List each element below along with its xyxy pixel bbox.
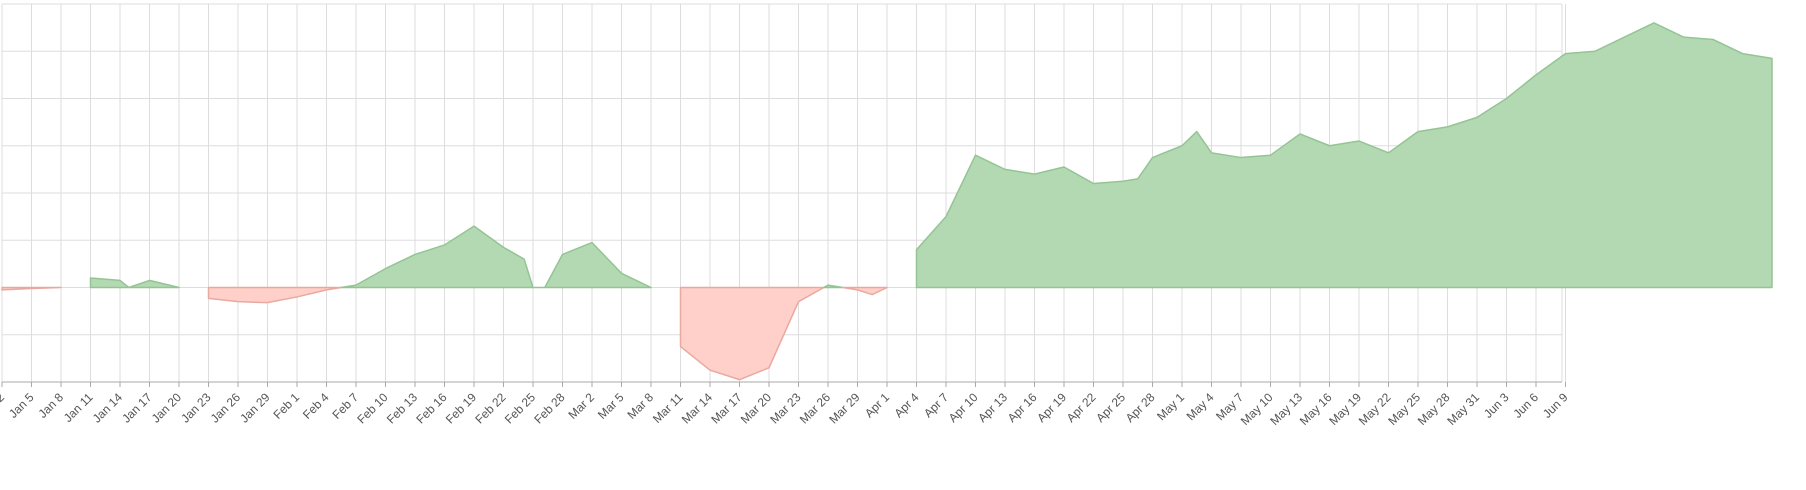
x-tick-label: Jan 20 <box>149 390 185 426</box>
x-tick-label: Jan 23 <box>178 390 214 426</box>
x-tick-label: Apr 4 <box>891 390 921 420</box>
x-tick-label: Jan 29 <box>237 390 273 426</box>
x-tick-label: Apr 1 <box>862 390 892 420</box>
x-tick-label: Feb 13 <box>384 390 421 427</box>
x-tick-label: Feb 22 <box>472 390 509 427</box>
x-tick-label: Mar 26 <box>797 390 834 427</box>
area-negative <box>842 286 888 296</box>
x-tick-label: May 25 <box>1385 390 1423 428</box>
area-negative <box>1 286 62 291</box>
x-tick-label: Apr 25 <box>1093 390 1128 425</box>
x-tick-label: Apr 13 <box>975 390 1010 425</box>
area-negative <box>207 286 342 304</box>
x-tick-label: Apr 16 <box>1005 390 1040 425</box>
chart-areas <box>1 22 1773 381</box>
x-tick-label: May 13 <box>1267 390 1305 428</box>
x-tick-label: Apr 19 <box>1034 390 1069 425</box>
x-tick-label: Feb 19 <box>443 390 480 427</box>
x-tick-label: Mar 11 <box>650 390 686 426</box>
x-tick-label: May 19 <box>1326 390 1364 428</box>
area-negative <box>679 286 825 381</box>
x-tick-label: May 4 <box>1184 390 1217 423</box>
x-tick-label: Jan 17 <box>119 390 155 426</box>
x-tick-label: Jan 2 <box>0 390 7 421</box>
x-tick-label: Mar 29 <box>826 390 863 427</box>
x-tick-label: Mar 23 <box>767 390 804 427</box>
x-tick-label: May 31 <box>1444 390 1482 428</box>
x-tick-label: Mar 5 <box>595 390 627 422</box>
x-tick-label: Jun 3 <box>1481 390 1512 421</box>
chart-grid <box>1 3 1566 383</box>
x-tick-label: Apr 28 <box>1123 390 1158 425</box>
x-tick-label: Feb 4 <box>300 390 332 422</box>
x-tick-label: Feb 28 <box>531 390 568 427</box>
x-tick-label: Mar 17 <box>708 390 745 427</box>
x-tick-label: Mar 14 <box>679 390 716 427</box>
x-tick-label: May 16 <box>1297 390 1335 428</box>
x-tick-label: Jun 9 <box>1540 390 1571 421</box>
x-tick-label: Jan 11 <box>61 390 96 425</box>
area-positive <box>823 284 844 289</box>
x-tick-label: Jun 6 <box>1510 390 1541 421</box>
x-tick-label: Apr 22 <box>1064 390 1099 425</box>
area-positive <box>340 225 652 289</box>
x-tick-label: Feb 1 <box>271 390 303 422</box>
x-tick-label: Feb 25 <box>502 390 539 427</box>
x-tick-label: Feb 10 <box>354 390 391 427</box>
x-tick-label: Mar 2 <box>566 390 598 422</box>
x-tick-label: May 1 <box>1154 390 1187 423</box>
x-tick-label: May 10 <box>1238 390 1276 428</box>
area-positive <box>915 22 1773 289</box>
x-tick-label: Mar 20 <box>738 390 775 427</box>
x-tick-label: Jan 14 <box>90 390 126 426</box>
x-tick-label: May 22 <box>1356 390 1394 428</box>
x-tick-label: May 28 <box>1415 390 1453 428</box>
x-tick-label: Jan 26 <box>208 390 244 426</box>
x-tick-label: Apr 10 <box>946 390 981 425</box>
x-tick-label: Jan 5 <box>6 390 37 421</box>
x-tick-label: Feb 16 <box>413 390 450 427</box>
area-positive <box>89 277 180 289</box>
